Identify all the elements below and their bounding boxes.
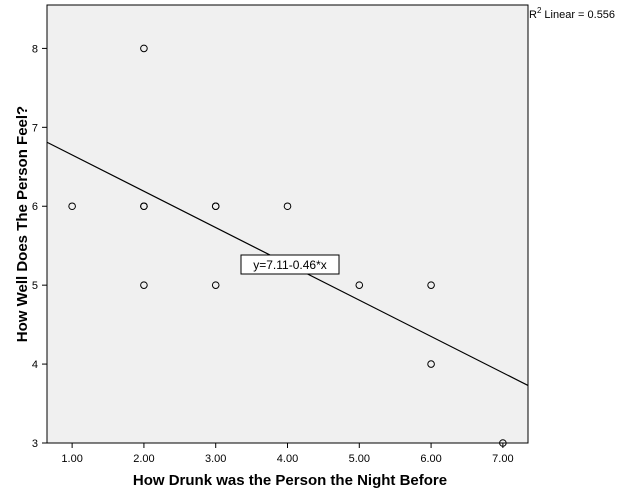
y-tick-label: 4 bbox=[32, 359, 38, 371]
data-point bbox=[283, 202, 292, 211]
y-tick-label: 7 bbox=[32, 122, 38, 134]
plot-area bbox=[46, 4, 529, 444]
data-point bbox=[355, 281, 364, 289]
r2-prefix: R bbox=[529, 9, 537, 21]
x-tick-label: 2.00 bbox=[133, 453, 154, 465]
x-tick-label: 3.00 bbox=[205, 453, 226, 465]
y-axis-title: How Well Does The Person Feel? bbox=[14, 106, 31, 342]
y-tick-label: 5 bbox=[32, 280, 38, 292]
data-point bbox=[140, 202, 148, 211]
r2-text: Linear = 0.556 bbox=[544, 9, 615, 21]
x-tick-label: 1.00 bbox=[61, 453, 82, 465]
equation-box bbox=[240, 254, 340, 275]
y-axis-ticks: 3 4 5 6 7 8 bbox=[32, 43, 47, 450]
data-point bbox=[140, 281, 148, 289]
data-point bbox=[427, 360, 435, 368]
data-point bbox=[211, 202, 220, 211]
data-point bbox=[140, 44, 148, 53]
x-tick-label: 4.00 bbox=[277, 453, 298, 465]
r2-superscript: 2 bbox=[537, 6, 542, 15]
x-axis-title: How Drunk was the Person the Night Befor… bbox=[133, 472, 447, 489]
x-tick-label: 6.00 bbox=[420, 453, 441, 465]
equation-annotation: y=7.11-0.46*x bbox=[240, 254, 340, 275]
x-tick-label: 7.00 bbox=[492, 453, 513, 465]
y-tick-label: 3 bbox=[32, 438, 38, 450]
r2-label: R2 Linear = 0.556 bbox=[529, 6, 615, 21]
data-point bbox=[499, 439, 507, 447]
y-tick-label: 8 bbox=[32, 43, 38, 55]
data-points bbox=[68, 44, 507, 447]
equation-label: y=7.11-0.46*x bbox=[253, 258, 327, 272]
data-point bbox=[211, 281, 220, 289]
x-axis-ticks: 1.00 2.00 3.00 4.00 5.00 6.00 7.00 bbox=[61, 443, 514, 465]
data-point bbox=[427, 281, 435, 289]
x-tick-label: 5.00 bbox=[349, 453, 370, 465]
data-point bbox=[68, 202, 76, 211]
y-tick-label: 6 bbox=[32, 201, 38, 213]
